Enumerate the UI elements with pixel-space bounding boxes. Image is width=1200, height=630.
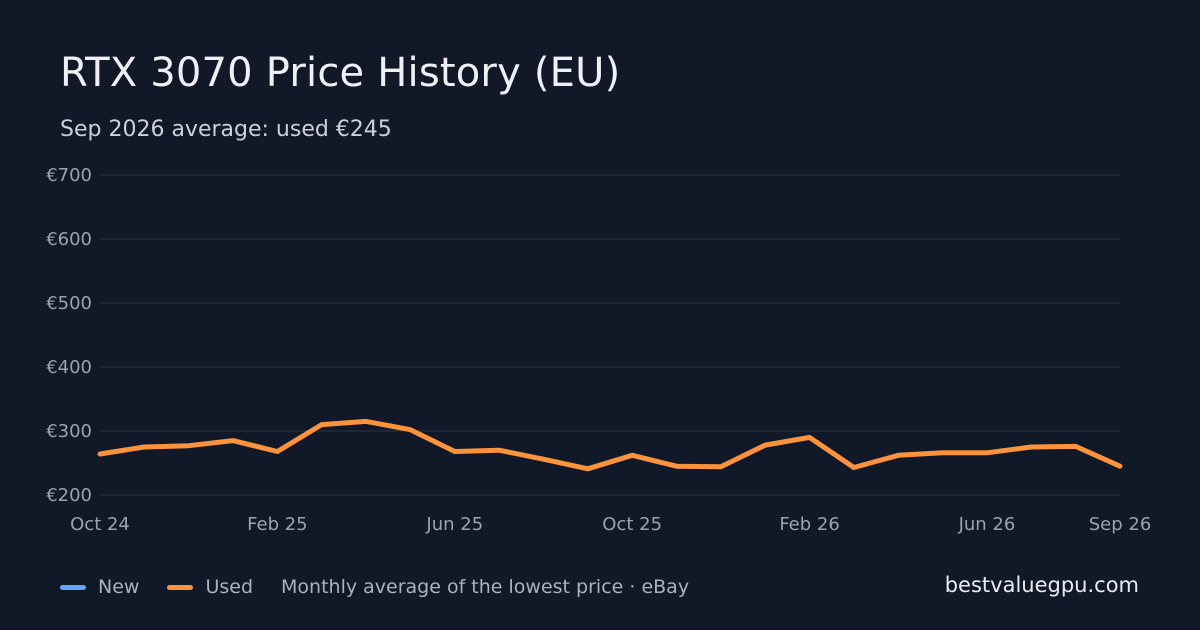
legend-item-new[interactable]: New: [60, 576, 139, 598]
legend-note: Monthly average of the lowest price · eB…: [281, 576, 690, 598]
y-tick-label: €200: [46, 485, 92, 506]
x-tick-label: Jun 26: [958, 514, 1016, 535]
series-lines: [97, 418, 1123, 472]
x-tick-label: Jun 25: [425, 514, 483, 535]
legend-label-new: New: [98, 576, 140, 598]
y-tick-label: €400: [46, 357, 92, 378]
x-tick-label: Oct 25: [602, 514, 662, 535]
x-tick-label: Feb 25: [247, 514, 308, 535]
legend-swatch-new: [60, 584, 86, 590]
legend: New Used Monthly average of the lowest p…: [60, 574, 689, 600]
y-tick-label: €700: [46, 165, 92, 186]
series-line-used: [97, 418, 1123, 472]
legend-label-used: Used: [205, 576, 254, 598]
x-tick-label: Sep 26: [1089, 514, 1152, 535]
y-axis-ticks: €200 €300 €400 €500 €600 €700: [46, 165, 92, 506]
x-tick-label: Feb 26: [779, 514, 840, 535]
y-tick-label: €600: [46, 229, 92, 250]
legend-swatch-used: [167, 584, 194, 590]
x-axis-ticks: Oct 24 Feb 25 Jun 25 Oct 25 Feb 26 Jun 26 Sep …: [70, 514, 1151, 535]
grid-lines: [100, 174, 1120, 496]
y-tick-label: €300: [46, 421, 92, 442]
y-tick-label: €500: [46, 293, 92, 314]
price-chart: €200 €300 €400 €500 €600 €700 Oct 24 Feb 25 Jun…: [46, 165, 1151, 535]
legend-item-used[interactable]: Used: [167, 576, 253, 598]
chart-title: RTX 3070 Price History (EU): [60, 50, 621, 96]
x-tick-label: Oct 24: [70, 514, 130, 535]
brand-link[interactable]: bestvaluegpu.com: [944, 573, 1139, 597]
chart-subtitle: Sep 2026 average: used €245: [60, 117, 392, 142]
